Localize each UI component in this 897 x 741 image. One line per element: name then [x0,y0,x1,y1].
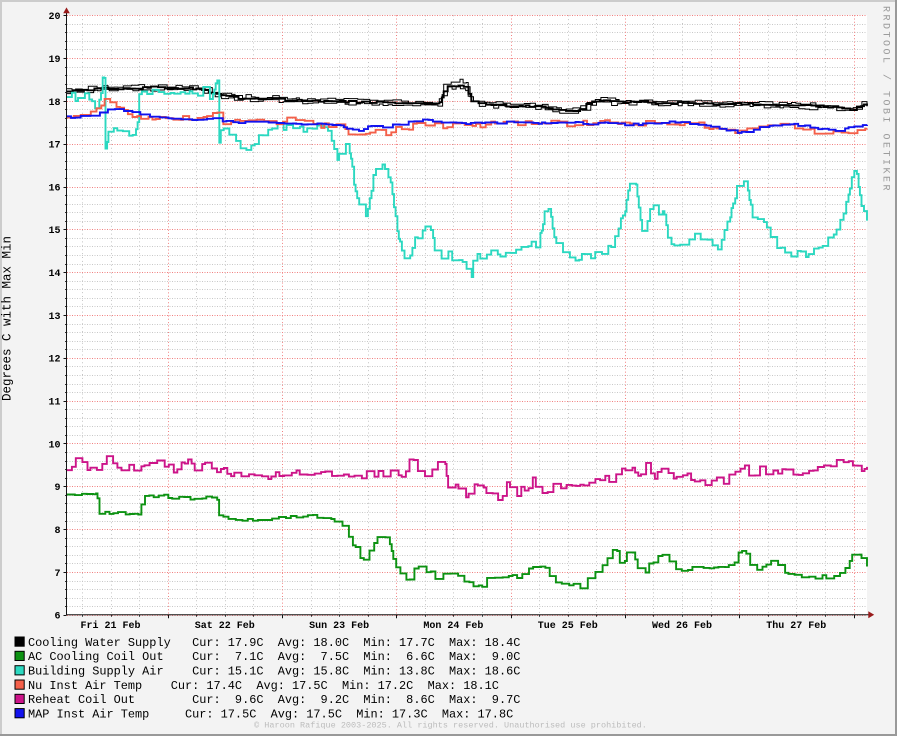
svg-text:Nu Inst Air Temp Cur: 17.4C: Nu Inst Air Temp Cur: 17.4C Avg: 17.5C M… [28,679,499,693]
svg-text:Fri 21 Feb: Fri 21 Feb [80,620,140,632]
svg-text:© Haroon Rafique 2003-2025. Al: © Haroon Rafique 2003-2025. All rights r… [254,721,647,731]
svg-text:Thu 27 Feb: Thu 27 Feb [766,620,826,632]
svg-text:Reheat Coil Out Cur: 9: Reheat Coil Out Cur: 9.6C Avg: 9.2C Min:… [28,693,520,707]
svg-text:Building Supply Air Cur: 15: Building Supply Air Cur: 15.1C Avg: 15.8… [28,665,520,679]
svg-text:10: 10 [48,440,60,451]
svg-text:Wed 26 Feb: Wed 26 Feb [652,620,712,632]
svg-text:Sat 22 Feb: Sat 22 Feb [195,620,255,632]
svg-text:14: 14 [48,269,60,280]
svg-text:RRDTOOL / TOBI OETIKER: RRDTOOL / TOBI OETIKER [880,6,892,193]
svg-text:7: 7 [54,569,60,580]
svg-text:19: 19 [48,55,60,66]
svg-text:13: 13 [48,312,60,323]
svg-text:9: 9 [54,483,60,494]
svg-text:Mon 24 Feb: Mon 24 Feb [423,620,483,632]
svg-text:16: 16 [48,183,60,194]
svg-text:8: 8 [54,526,60,537]
svg-text:AC Cooling Coil Out Cur: 7: AC Cooling Coil Out Cur: 7.1C Avg: 7.5C … [28,650,520,664]
svg-text:Sun 23 Feb: Sun 23 Feb [309,620,369,632]
svg-text:12: 12 [48,355,60,366]
svg-text:Degrees C with Max Min: Degrees C with Max Min [1,236,15,401]
svg-text:20: 20 [48,12,60,23]
svg-text:Tue 25 Feb: Tue 25 Feb [538,620,598,632]
svg-text:MAP Inst Air Temp Cur: 17.: MAP Inst Air Temp Cur: 17.5C Avg: 17.5C … [28,707,513,721]
svg-text:17: 17 [48,141,60,152]
svg-text:15: 15 [48,226,60,237]
svg-text:18: 18 [48,98,60,109]
svg-text:Cooling Water Supply Cur: 17: Cooling Water Supply Cur: 17.9C Avg: 18.… [28,636,520,650]
svg-text:11: 11 [48,398,60,409]
svg-text:6: 6 [54,612,60,623]
